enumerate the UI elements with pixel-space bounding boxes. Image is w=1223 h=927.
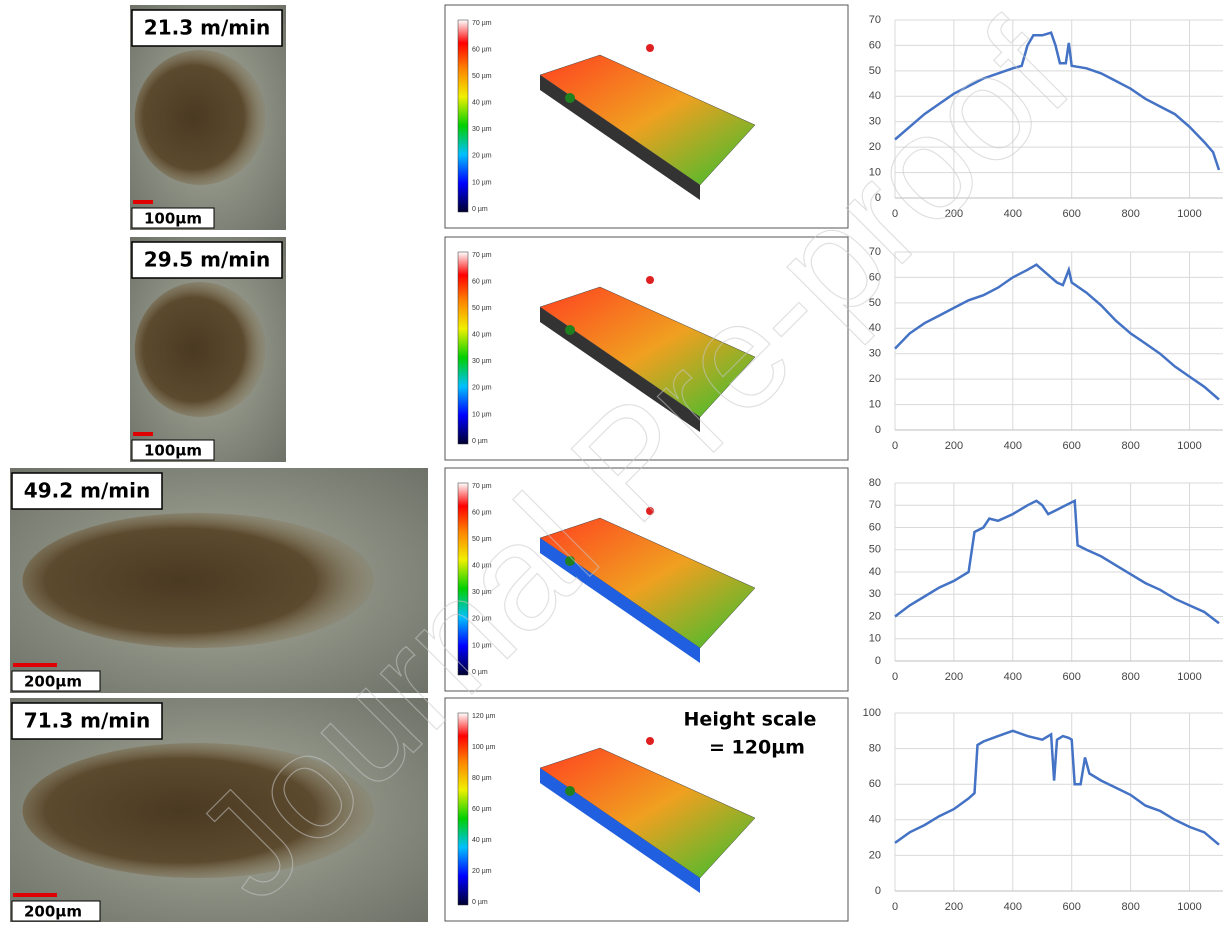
x-tick-label: 600	[1063, 208, 1081, 220]
x-tick-label: 400	[1004, 208, 1022, 220]
colorbar-label: 20 µm	[472, 868, 492, 875]
marker-green	[565, 786, 575, 796]
figure: 21.3 m/min 100µm 70 µm 60 µm 50 µm 40 µm 30 µm…	[0, 0, 1223, 922]
y-tick-label: 30	[869, 348, 881, 360]
y-tick-label: 20	[869, 373, 881, 385]
y-tick-label: 50	[869, 544, 881, 556]
scale-label: 200µm	[24, 903, 82, 921]
speed-label: 71.3 m/min	[24, 709, 150, 733]
marker-red	[646, 276, 654, 284]
x-tick-label: 1000	[1177, 208, 1201, 220]
x-tick-label: 400	[1004, 901, 1022, 913]
y-tick-label: 10	[869, 398, 881, 410]
y-tick-label: 20	[869, 610, 881, 622]
colorbar-label: 40 µm	[472, 100, 492, 107]
marker-green	[565, 325, 575, 335]
wear-scar	[135, 50, 266, 185]
colorbar-label: 20 µm	[472, 153, 492, 160]
marker-green	[565, 93, 575, 103]
scale-label: 100µm	[144, 442, 202, 460]
x-tick-label: 800	[1121, 440, 1139, 452]
colorbar-label: 50 µm	[472, 73, 492, 80]
scale-label: 200µm	[24, 673, 82, 691]
colorbar-label: 40 µm	[472, 837, 492, 844]
wear-scar	[135, 282, 266, 417]
x-tick-label: 1000	[1177, 901, 1201, 913]
colorbar-label: 10 µm	[472, 179, 492, 186]
y-tick-label: 0	[875, 655, 881, 667]
y-tick-label: 0	[875, 885, 881, 897]
colorbar-label: 70 µm	[472, 252, 492, 259]
x-tick-label: 0	[892, 671, 898, 683]
x-tick-label: 200	[945, 901, 963, 913]
speed-label: 21.3 m/min	[144, 16, 270, 40]
colorbar-label: 0 µm	[472, 438, 488, 445]
colorbar	[458, 252, 468, 444]
wear-scar	[23, 513, 374, 648]
x-tick-label: 200	[945, 671, 963, 683]
y-tick-label: 60	[869, 39, 881, 51]
y-tick-label: 40	[869, 566, 881, 578]
y-tick-label: 50	[869, 65, 881, 77]
y-tick-label: 70	[869, 499, 881, 511]
colorbar-label: 0 µm	[472, 899, 488, 906]
x-tick-label: 0	[892, 440, 898, 452]
colorbar	[458, 20, 468, 212]
x-tick-label: 600	[1063, 671, 1081, 683]
x-tick-label: 200	[945, 440, 963, 452]
x-tick-label: 0	[892, 901, 898, 913]
y-tick-label: 70	[869, 14, 881, 26]
x-tick-label: 800	[1121, 671, 1139, 683]
y-tick-label: 30	[869, 588, 881, 600]
colorbar-label: 60 µm	[472, 46, 492, 53]
colorbar-label: 50 µm	[472, 305, 492, 312]
x-tick-label: 400	[1004, 440, 1022, 452]
x-tick-label: 1000	[1177, 440, 1201, 452]
profile-line	[895, 731, 1219, 845]
x-tick-label: 800	[1121, 901, 1139, 913]
colorbar-label: 60 µm	[472, 278, 492, 285]
colorbar-label: 20 µm	[472, 385, 492, 392]
y-tick-label: 0	[875, 424, 881, 436]
profile-line	[895, 501, 1219, 623]
x-tick-label: 1000	[1177, 671, 1201, 683]
colorbar-label: 0 µm	[472, 206, 488, 213]
y-tick-label: 40	[869, 814, 881, 826]
y-tick-label: 10	[869, 633, 881, 645]
x-tick-label: 400	[1004, 671, 1022, 683]
x-tick-label: 600	[1063, 901, 1081, 913]
colorbar-label: 80 µm	[472, 775, 492, 782]
colorbar-label: 60 µm	[472, 806, 492, 813]
scale-label: 100µm	[144, 210, 202, 228]
colorbar-label: 10 µm	[472, 411, 492, 418]
colorbar-label: 70 µm	[472, 20, 492, 27]
x-tick-label: 800	[1121, 208, 1139, 220]
y-tick-label: 100	[863, 707, 881, 719]
y-tick-label: 60	[869, 778, 881, 790]
annotation: Height scale	[684, 709, 817, 731]
x-tick-label: 600	[1063, 440, 1081, 452]
colorbar-label: 40 µm	[472, 332, 492, 339]
colorbar-label: 30 µm	[472, 358, 492, 365]
colorbar-label: 100 µm	[472, 744, 496, 751]
speed-label: 49.2 m/min	[24, 479, 150, 503]
marker-red	[646, 737, 654, 745]
y-tick-label: 60	[869, 521, 881, 533]
marker-red	[646, 44, 654, 52]
y-tick-label: 80	[869, 477, 881, 489]
y-tick-label: 80	[869, 743, 881, 755]
colorbar-label: 30 µm	[472, 126, 492, 133]
y-tick-label: 20	[869, 849, 881, 861]
annotation: = 120µm	[709, 737, 805, 759]
speed-label: 29.5 m/min	[144, 248, 270, 272]
